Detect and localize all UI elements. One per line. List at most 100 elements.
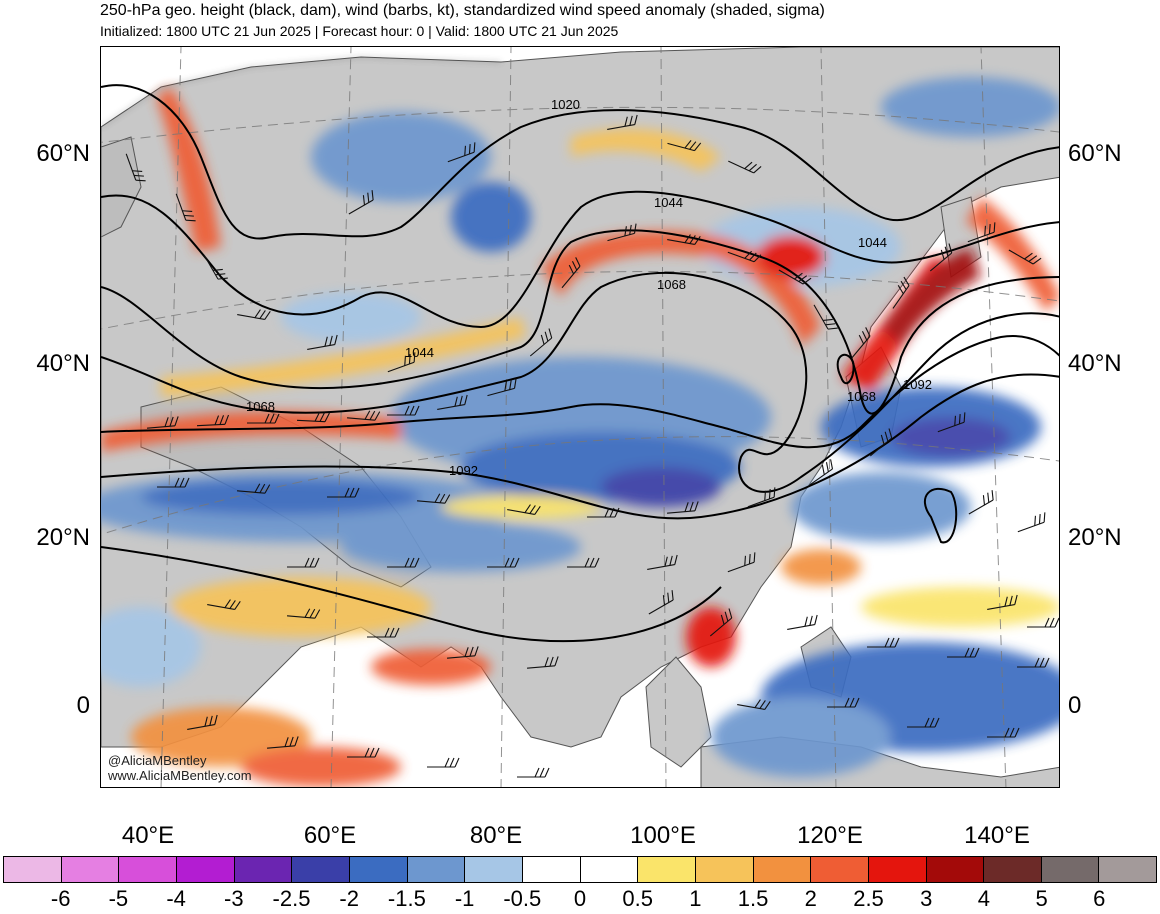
colorbar-cell <box>234 857 293 882</box>
colorbar-cell <box>638 857 696 882</box>
credit-handle: @AliciaMBentley <box>108 753 207 768</box>
wind-barb <box>987 594 1018 610</box>
wind-barb <box>529 328 553 357</box>
colorbar-tick-label: -6 <box>50 886 71 911</box>
wind-barb <box>1008 249 1042 265</box>
wind-barb <box>947 647 980 658</box>
graticule <box>101 47 1059 787</box>
colorbar-cell <box>753 857 812 882</box>
wind-barb <box>125 153 146 182</box>
lon-label: 120°E <box>797 822 863 849</box>
colorbar-cell <box>292 857 350 882</box>
wind-barb <box>667 140 702 152</box>
colorbar-cell <box>1041 857 1100 882</box>
wind-barb <box>647 554 678 570</box>
wind-barb <box>307 334 338 350</box>
lat-label-right: 20°N <box>1068 524 1122 551</box>
wind-barb <box>237 483 271 494</box>
wind-barb <box>851 327 871 359</box>
colorbar-cell <box>61 857 120 882</box>
wind-barb <box>447 142 476 163</box>
wind-barb <box>567 557 600 568</box>
colorbar-cell <box>984 857 1042 882</box>
colorbar-tick-label: 0 <box>573 886 587 911</box>
wind-barb <box>561 257 581 289</box>
contour-label: 1044 <box>858 235 887 250</box>
lon-label: 100°E <box>630 822 696 849</box>
wind-barb <box>827 697 860 708</box>
wind-barb <box>607 114 638 130</box>
wind-barb <box>196 414 230 427</box>
colorbar-tick-label: 5 <box>1035 886 1048 911</box>
coastlines <box>101 56 502 128</box>
wind-barb <box>727 250 762 263</box>
lat-label-left: 40°N <box>36 350 90 377</box>
wind-barb <box>648 590 674 615</box>
wind-barb <box>327 487 360 498</box>
height-contours <box>101 84 1059 643</box>
wind-barb <box>607 223 637 242</box>
wind-barb <box>747 487 776 508</box>
wind-barb <box>1027 617 1059 628</box>
lon-label: 60°E <box>303 822 357 849</box>
colorbar-tick-label: -3 <box>224 886 244 911</box>
wind-barb <box>507 504 541 515</box>
wind-barb <box>892 276 910 309</box>
lat-label-right: 60°N <box>1068 140 1122 167</box>
wind-barb <box>968 490 994 515</box>
colorbar-cell <box>176 857 235 882</box>
wind-barb <box>347 410 381 421</box>
colorbar-tick-label: -4 <box>166 886 186 911</box>
wind-barb <box>367 627 400 638</box>
wind-barb <box>869 428 893 457</box>
wind-barb <box>667 234 701 245</box>
wind-barb <box>787 614 818 630</box>
height-contour-labels: 1020 1044 1044 1068 1044 1068 1092 1068 … <box>246 97 932 478</box>
lon-label: 40°E <box>121 822 175 849</box>
wind-barb <box>147 416 179 429</box>
lon-label: 80°E <box>469 822 523 849</box>
wind-barb <box>387 352 416 373</box>
wind-barb <box>437 394 468 410</box>
colorbar-tick-label: 2 <box>804 886 817 911</box>
lat-label-left: 0 <box>76 692 90 719</box>
colorbar-tick-label: 0.5 <box>622 886 653 911</box>
wind-barb <box>929 243 953 272</box>
colorbar-tick-label: 4 <box>977 886 991 911</box>
wind-barb <box>287 608 321 619</box>
colorbar-cell <box>695 857 754 882</box>
wind-barb <box>667 501 699 514</box>
colorbar-tick-label: -2 <box>339 886 359 911</box>
colorbar-tick-label: 1.5 <box>737 886 769 911</box>
wind-barb <box>387 405 420 416</box>
colorbar-cell <box>926 857 985 882</box>
wind-barb <box>907 717 940 728</box>
wind-barb <box>427 757 460 768</box>
wind-barb <box>728 160 762 174</box>
wind-barb <box>348 190 374 215</box>
contour-label: 1044 <box>654 195 683 210</box>
contour-label: 1092 <box>903 377 932 392</box>
wind-barb <box>709 608 733 637</box>
wind-barb <box>207 599 241 610</box>
lat-label-right: 40°N <box>1068 350 1122 377</box>
wind-barb <box>1017 512 1046 533</box>
wind-barbs <box>125 114 1059 778</box>
contour-label: 1068 <box>657 277 686 292</box>
wind-barb <box>809 459 834 486</box>
contour-label: 1044 <box>405 345 434 360</box>
wind-barb <box>937 412 966 433</box>
wind-barb <box>778 269 812 285</box>
colorbar-cell <box>1099 857 1157 882</box>
lat-label-left: 20°N <box>36 524 90 551</box>
wind-barb <box>487 378 517 397</box>
anomaly-colorbar <box>3 856 1157 883</box>
contour-label: 1068 <box>246 399 275 414</box>
wind-barb <box>203 254 228 280</box>
contour-label: 1068 <box>847 389 876 404</box>
wind-barb <box>187 714 218 730</box>
colorbar-cell <box>580 857 639 882</box>
wind-barb <box>813 304 838 330</box>
colorbar-cell <box>407 857 466 882</box>
colorbar-tick-label: 6 <box>1093 886 1106 911</box>
